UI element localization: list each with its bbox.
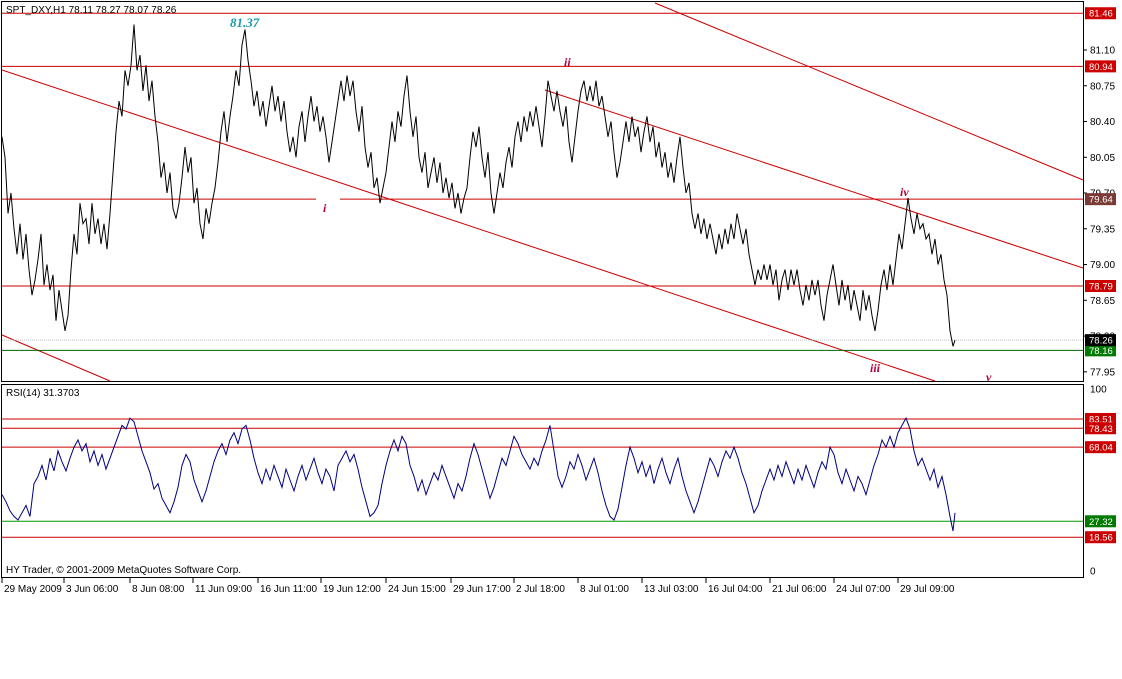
- level-tag-box: [1085, 193, 1116, 206]
- rsi-tick-label: 0: [1090, 567, 1096, 578]
- level-tag-box: [1085, 344, 1116, 357]
- price-tick-label: 77.95: [1090, 367, 1115, 378]
- copyright-text: HY Trader, © 2001-2009 MetaQuotes Softwa…: [6, 565, 241, 576]
- time-tick-label: 29 Jul 09:00: [900, 584, 955, 595]
- level-tag-box: [1085, 279, 1116, 292]
- rsi-series-line: [1, 416, 956, 532]
- time-tick-label: 21 Jul 06:00: [772, 584, 827, 595]
- rsi-level-tag-box: [1085, 441, 1116, 454]
- rsi-level-tag-box: [1085, 422, 1116, 435]
- price-tick-label: 79.35: [1090, 224, 1115, 235]
- time-tick-label: 8 Jun 08:00: [132, 584, 185, 595]
- rsi-level-tag-label: 18.56: [1089, 533, 1113, 544]
- time-tick-label: 3 Jun 06:00: [66, 584, 119, 595]
- level-tag-label: 78.16: [1089, 346, 1113, 357]
- time-tick-label: 8 Jul 01:00: [580, 584, 629, 595]
- time-tick-label: 16 Jun 11:00: [260, 584, 318, 595]
- channel-line-bottom: [1, 334, 111, 382]
- time-tick-label: 19 Jun 12:00: [323, 584, 381, 595]
- channel-line-lower: [1, 69, 936, 382]
- level-tag-box: [1085, 7, 1116, 20]
- level-tag-label: 78.79: [1089, 281, 1113, 292]
- time-tick-label: 24 Jun 15:00: [388, 584, 446, 595]
- time-tick-label: 16 Jul 04:00: [708, 584, 763, 595]
- rsi-axis-ticks: 100 0: [1090, 385, 1107, 578]
- price-tick-label: 80.75: [1090, 81, 1115, 92]
- level-tag-label: 79.64: [1089, 195, 1113, 206]
- wave-label-iii: iii: [870, 361, 881, 375]
- rsi-level-tag-box: [1085, 531, 1116, 544]
- time-tick-label: 29 Jun 17:00: [453, 584, 511, 595]
- trend-lines: [1, 2, 1084, 382]
- level-tag-box: [1085, 60, 1116, 73]
- rsi-level-lines: [2, 418, 1083, 538]
- price-tick-label: 80.40: [1090, 117, 1115, 128]
- rsi-level-tag-box: [1085, 515, 1116, 528]
- wave-label-i: i: [323, 201, 327, 215]
- peak-annotation: 81.37: [230, 15, 260, 30]
- price-level-lines: [2, 12, 1083, 351]
- channel-line-middle: [544, 89, 1084, 269]
- wave-label-v: v: [986, 370, 992, 384]
- time-tick-label: 24 Jul 07:00: [836, 584, 891, 595]
- price-tick-label: 81.10: [1090, 46, 1115, 57]
- level-tag-label: 80.94: [1089, 62, 1113, 73]
- price-series-line: [1, 24, 956, 347]
- price-axis-ticks: 81.1080.7580.4080.0579.7079.3579.0078.65…: [1083, 46, 1115, 378]
- rsi-level-tag-label: 83.51: [1089, 415, 1113, 426]
- wave-label-ii: ii: [564, 55, 571, 69]
- rsi-level-tag-box: [1085, 413, 1116, 426]
- time-tick-label: 29 May 2009: [4, 584, 62, 595]
- current-price-tag-box: [1085, 334, 1116, 347]
- channel-line-upper: [654, 2, 1084, 181]
- rsi-level-tag-label: 68.04: [1089, 443, 1113, 454]
- rsi-level-tag-label: 27.32: [1089, 517, 1113, 528]
- time-tick-label: 2 Jul 18:00: [516, 584, 565, 595]
- rsi-title: RSI(14) 31.3703: [6, 388, 80, 399]
- price-panel-frame: [1, 1, 1084, 382]
- time-tick-label: 11 Jun 09:00: [195, 584, 253, 595]
- rsi-panel-frame: [1, 384, 1084, 578]
- current-price-tag-label: 78.26: [1089, 336, 1113, 347]
- price-tick-label: 79.00: [1090, 260, 1115, 271]
- price-tick-label: 78.65: [1090, 296, 1115, 307]
- time-axis: 29 May 2009 3 Jun 06:00 8 Jun 08:00 11 Jun …: [1, 578, 955, 595]
- price-tick-label: 80.05: [1090, 153, 1115, 164]
- wave-label-iv: iv: [900, 185, 909, 199]
- level-tag-label: 81.46: [1089, 9, 1113, 20]
- time-tick-label: 13 Jul 03:00: [644, 584, 699, 595]
- symbol-header: SPT_DXY,H1 78.11 78.27 78.07 78.26: [6, 5, 177, 16]
- rsi-level-tag-label: 78.43: [1089, 424, 1113, 435]
- rsi-tick-label: 100: [1090, 385, 1107, 396]
